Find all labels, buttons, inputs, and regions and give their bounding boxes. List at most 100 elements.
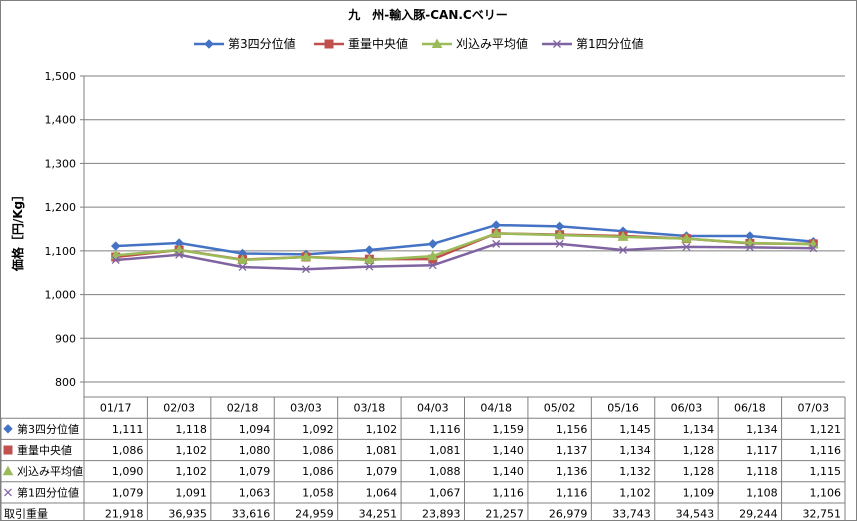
- table-row-label: 取引重量: [4, 507, 48, 521]
- data-point: [555, 239, 564, 248]
- x-tick-label: 02/18: [227, 402, 259, 415]
- x-tick-label: 06/18: [734, 402, 766, 415]
- data-label: 33,616: [232, 508, 271, 521]
- data-label: 34,543: [676, 508, 715, 521]
- data-point: [365, 262, 374, 271]
- x-tick-label: 05/02: [544, 402, 576, 415]
- legend-item-3: 刈込み平均値: [422, 36, 528, 51]
- data-table: 01/17 02/03 02/18 03/03 03/18 04/03 04/18 05/02…: [0, 382, 846, 525]
- legend-marker: [553, 40, 561, 48]
- series-line: [115, 223, 814, 256]
- data-label: 1,086: [302, 444, 334, 457]
- data-point: [301, 265, 310, 274]
- data-label: 1,128: [683, 465, 715, 478]
- data-label: 1,136: [556, 465, 588, 478]
- data-label: 1,140: [492, 444, 524, 457]
- data-point: [238, 263, 247, 271]
- y-tick-label: 800: [55, 376, 76, 389]
- x-tick-label: 07/03: [797, 402, 829, 415]
- data-point: [237, 254, 248, 265]
- data-label: 1,092: [302, 423, 334, 436]
- x-tick-label: 06/03: [671, 402, 703, 415]
- data-label: 1,137: [556, 444, 588, 457]
- data-label: 1,088: [429, 465, 461, 478]
- data-point: [175, 250, 184, 259]
- data-label: 1,106: [810, 486, 842, 499]
- data-label: 33,743: [612, 508, 651, 521]
- data-label: 34,251: [359, 508, 398, 521]
- data-label: 1,080: [239, 444, 271, 457]
- data-label: 21,918: [105, 508, 144, 521]
- data-point: [809, 244, 818, 253]
- data-label: 1,058: [302, 486, 334, 499]
- data-label: 1,079: [112, 486, 144, 499]
- x-tick-label: 05/16: [607, 402, 639, 415]
- x-tick-label: 02/03: [163, 402, 195, 415]
- legend-label: 刈込み平均値: [456, 36, 528, 51]
- row-legend-key: [3, 445, 13, 455]
- data-label: 1,081: [366, 444, 398, 457]
- y-tick-label: 1,000: [45, 289, 77, 302]
- data-label: 1,090: [112, 465, 144, 478]
- data-label: 1,079: [366, 465, 398, 478]
- data-point: [300, 251, 312, 261]
- data-label: 1,086: [302, 465, 334, 478]
- data-label: 26,979: [549, 508, 588, 521]
- data-point: [554, 229, 565, 240]
- y-tick-label: 1,300: [45, 157, 77, 170]
- table-row-label: 重量中央値: [17, 443, 72, 457]
- data-point: [681, 233, 692, 243]
- data-label: 1,086: [112, 444, 144, 457]
- data-label: 1,102: [175, 465, 207, 478]
- data-label: 1,111: [112, 423, 144, 436]
- data-label: 1,134: [619, 444, 651, 457]
- data-point: [492, 239, 501, 248]
- data-point: [490, 227, 502, 238]
- data-point: [364, 245, 375, 255]
- data-label: 21,257: [485, 508, 524, 521]
- data-label: 32,751: [803, 508, 842, 521]
- data-label: 1,118: [746, 465, 778, 478]
- plot-area: 800 900 1,000 1,100 1,200 1,300 1,400 1,500: [45, 70, 845, 389]
- data-label: 1,079: [239, 465, 271, 478]
- data-label: 23,893: [422, 508, 461, 521]
- data-point: [682, 242, 691, 251]
- y-tick-label: 1,100: [45, 245, 77, 258]
- series-4: [111, 239, 818, 274]
- data-label: 1,121: [810, 423, 842, 436]
- legend-label: 第3四分位値: [228, 36, 296, 51]
- data-label: 1,116: [429, 423, 461, 436]
- data-label: 1,115: [810, 465, 842, 478]
- x-tick-label: 03/03: [290, 402, 322, 415]
- data-label: 1,118: [175, 423, 207, 436]
- data-label: 1,128: [683, 444, 715, 457]
- data-label: 1,132: [619, 465, 651, 478]
- data-label: 1,064: [366, 486, 398, 499]
- data-label: 1,159: [492, 423, 524, 436]
- x-tick-label: 03/18: [354, 402, 386, 415]
- data-label: 1,145: [619, 423, 651, 436]
- legend-item-2: 重量中央値: [314, 36, 408, 51]
- data-label: 1,108: [746, 486, 778, 499]
- data-point: [111, 256, 120, 264]
- data-label: 1,134: [746, 423, 778, 436]
- x-tick-label: 04/18: [480, 402, 512, 415]
- data-label: 1,134: [683, 423, 715, 436]
- data-label: 1,102: [366, 423, 398, 436]
- data-point: [619, 246, 628, 254]
- row-legend-key: [4, 488, 12, 497]
- y-tick-label: 1,500: [45, 70, 77, 83]
- data-label: 1,091: [175, 486, 207, 499]
- table-row-label: 第1四分位値: [17, 485, 79, 499]
- data-label: 36,935: [168, 508, 207, 521]
- data-label: 1,102: [619, 486, 651, 499]
- data-label: 1,156: [556, 423, 588, 436]
- data-label: 24,959: [295, 508, 334, 521]
- data-point: [745, 243, 754, 252]
- table-row-label: 刈込み平均値: [17, 465, 83, 478]
- chart-title: 九 州-輸入豚-CAN.Cベリー: [347, 7, 507, 22]
- series-line: [115, 242, 814, 271]
- legend-marker: [204, 39, 214, 49]
- data-label: 1,116: [556, 486, 588, 499]
